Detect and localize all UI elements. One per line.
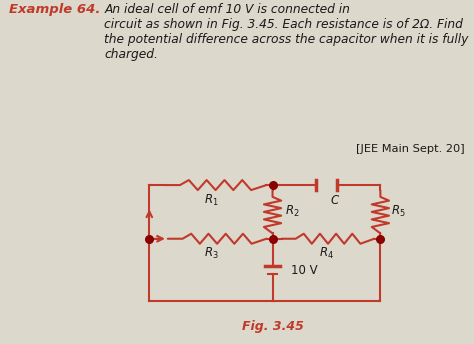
Text: $R_4$: $R_4$	[319, 246, 334, 261]
Text: Fig. 3.45: Fig. 3.45	[242, 320, 303, 333]
Text: $R_1$: $R_1$	[204, 193, 218, 208]
Text: $R_5$: $R_5$	[391, 204, 406, 219]
Text: An ideal cell of emf 10 V is connected in
circuit as shown in Fig. 3.45. Each re: An ideal cell of emf 10 V is connected i…	[104, 3, 469, 62]
Text: Example 64.: Example 64.	[9, 3, 101, 17]
Text: $C$: $C$	[329, 194, 340, 207]
Text: $R_2$: $R_2$	[285, 204, 300, 219]
Text: $R_3$: $R_3$	[203, 246, 219, 261]
Text: [JEE Main Sept. 20]: [JEE Main Sept. 20]	[356, 144, 465, 154]
Text: 10 V: 10 V	[291, 264, 318, 277]
